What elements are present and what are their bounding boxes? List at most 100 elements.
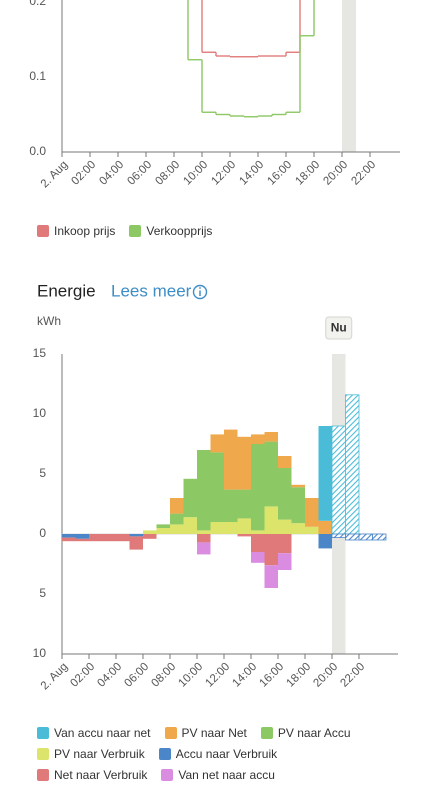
energy-bar <box>251 530 265 534</box>
x-tick-label: 02:00 <box>68 661 97 690</box>
x-tick-label: 18:00 <box>284 661 313 690</box>
energy-bar <box>237 436 251 490</box>
energy-bar <box>251 444 265 531</box>
energy-bar <box>305 498 319 527</box>
x-tick-label: 20:00 <box>321 159 350 188</box>
info-icon[interactable] <box>192 284 208 300</box>
legend-label: Van net naar accu <box>178 768 275 782</box>
y-tick-label: 10 <box>33 646 47 660</box>
x-tick-label: 2. Aug <box>39 661 71 693</box>
legend-swatch <box>158 748 171 760</box>
legend: Inkoop prijs Verkoopprijs <box>37 224 407 238</box>
energy-bar <box>278 553 292 570</box>
y-tick-label: 10 <box>33 406 47 420</box>
energy-bar <box>156 528 170 534</box>
legend-item[interactable]: Verkoopprijs <box>129 224 212 238</box>
x-tick-label: 22:00 <box>349 159 378 188</box>
legend-item[interactable]: Van net naar accu <box>161 768 275 782</box>
energy-bar <box>210 522 224 534</box>
energy-bar <box>170 513 184 525</box>
x-tick-label: 08:00 <box>153 159 182 188</box>
energy-bar <box>197 542 211 555</box>
energy-bar <box>318 426 332 521</box>
energy-bar <box>170 498 184 514</box>
x-tick-label: 04:00 <box>95 661 124 690</box>
legend-label: Verkoopprijs <box>146 224 213 238</box>
energy-bar <box>318 534 332 549</box>
legend-item[interactable]: Accu naar Verbruik <box>158 747 278 761</box>
x-tick-label: 16:00 <box>257 661 286 690</box>
energy-bar <box>237 534 251 537</box>
legend-item[interactable]: PV naar Accu <box>260 726 351 740</box>
legend-item[interactable]: PV naar Net <box>164 726 247 740</box>
energy-bar <box>210 434 224 453</box>
energy-bar <box>278 534 292 554</box>
legend-swatch <box>260 727 273 739</box>
legend-item[interactable]: Inkoop prijs <box>37 224 115 238</box>
energy-bar <box>345 394 360 535</box>
now-label-box <box>325 316 353 340</box>
energy-bar <box>62 534 76 538</box>
energy-bar <box>251 534 265 552</box>
energy-bar <box>75 534 89 539</box>
chart-title: Energie <box>37 281 96 300</box>
legend-label: Accu naar Verbruik <box>175 747 278 761</box>
energy-bar <box>197 534 211 543</box>
legend-label: Van accu naar net <box>54 726 151 740</box>
x-tick-label: 02:00 <box>69 159 98 188</box>
energy-bar <box>358 533 373 541</box>
energy-bar <box>224 522 238 534</box>
x-tick-label: 16:00 <box>265 159 294 188</box>
energy-bar <box>318 520 332 534</box>
energy-bar <box>345 533 360 541</box>
y-tick-label: 0.1 <box>29 69 46 83</box>
legend-item[interactable]: Van accu naar net <box>37 726 151 740</box>
legend-label: PV naar Net <box>181 726 247 740</box>
energy-bar <box>143 530 157 534</box>
x-tick-label: 04:00 <box>97 159 126 188</box>
energy-bar <box>170 524 184 534</box>
energy-bar <box>210 452 224 522</box>
energy-bar <box>264 565 278 588</box>
now-label: Nu <box>331 321 347 335</box>
energy-bar <box>129 536 143 550</box>
legend-swatch <box>37 727 49 739</box>
energy-bar <box>197 530 211 534</box>
x-tick-label: 12:00 <box>203 661 232 690</box>
energy-bar <box>75 538 89 542</box>
energy-bar <box>183 517 197 534</box>
legend-swatch <box>37 769 49 781</box>
x-tick-label: 22:00 <box>338 661 367 690</box>
x-tick-label: 06:00 <box>122 661 151 690</box>
read-more-link[interactable]: Lees meer <box>111 281 192 300</box>
x-tick-label: 2. Aug <box>39 159 71 191</box>
legend-swatch <box>129 225 142 237</box>
energy-bar <box>237 518 251 534</box>
energy-bar <box>224 429 238 490</box>
legend-swatch <box>161 769 174 781</box>
y-tick-label: 5 <box>39 586 46 600</box>
legend-swatch <box>164 727 177 739</box>
legend: Van accu naar net PV naar Net PV naar Accu… <box>37 726 407 782</box>
legend-label: Inkoop prijs <box>54 224 116 238</box>
energy-bar <box>183 478 197 518</box>
energy-bar <box>102 534 116 542</box>
energy-bar <box>89 534 103 542</box>
legend-item[interactable]: PV naar Verbruik <box>37 747 145 761</box>
x-tick-label: 10:00 <box>176 661 205 690</box>
energy-bar <box>197 450 211 531</box>
energy-bar <box>291 484 305 488</box>
energy-bar <box>116 534 130 542</box>
energy-bar <box>331 425 346 535</box>
y-tick-label: 0.2 <box>29 0 46 8</box>
legend-swatch <box>37 748 49 760</box>
energy-bar <box>278 519 292 534</box>
y-tick-label: 0.0 <box>29 144 46 158</box>
energy-bar <box>143 534 157 539</box>
y-tick-label: 15 <box>33 346 47 360</box>
legend-item[interactable]: Net naar Verbruik <box>37 768 147 782</box>
energy-bar <box>224 489 238 522</box>
energy-bar <box>331 533 346 538</box>
